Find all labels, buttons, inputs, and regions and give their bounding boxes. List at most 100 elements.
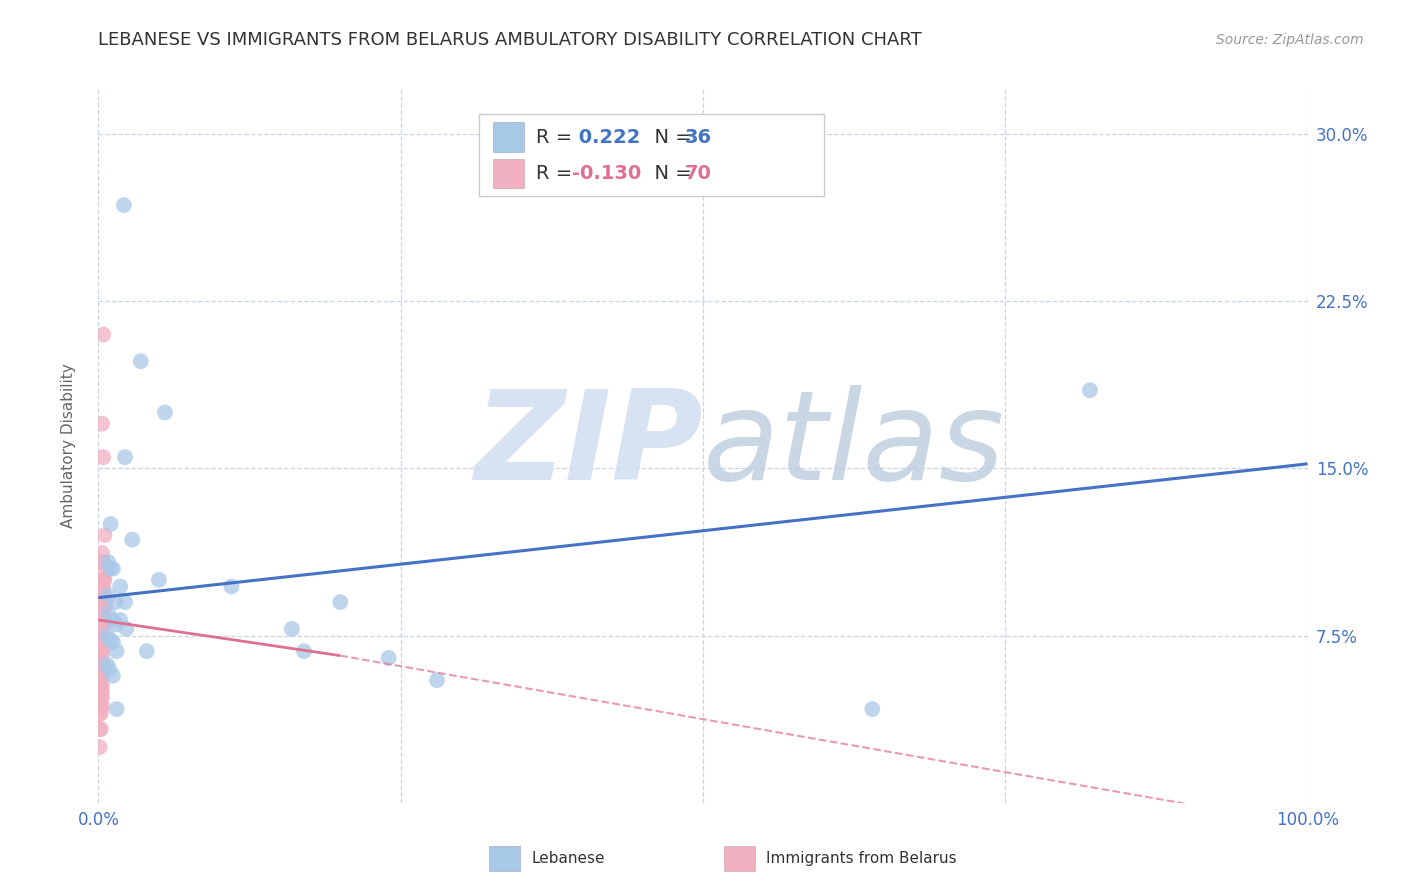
Point xyxy=(100,517,122,532)
Point xyxy=(91,417,114,431)
Text: N =: N = xyxy=(643,164,699,183)
Point xyxy=(121,533,143,547)
Point xyxy=(91,580,114,594)
Point xyxy=(91,690,114,705)
Point xyxy=(96,628,118,642)
Point xyxy=(98,662,121,676)
Point xyxy=(89,662,111,676)
Point xyxy=(89,669,111,683)
Point xyxy=(91,610,114,624)
Text: Source: ZipAtlas.com: Source: ZipAtlas.com xyxy=(1216,33,1364,47)
Point xyxy=(91,573,114,587)
Point xyxy=(94,595,117,609)
Point xyxy=(329,595,352,609)
Point xyxy=(91,624,114,639)
Point xyxy=(91,546,114,560)
Point xyxy=(105,617,128,632)
Point xyxy=(148,573,170,587)
Point xyxy=(93,573,115,587)
Point xyxy=(89,684,111,698)
Point xyxy=(90,646,112,660)
Point xyxy=(89,617,111,632)
Point xyxy=(89,706,111,721)
Text: N =: N = xyxy=(643,128,699,146)
Point xyxy=(91,602,114,616)
Point xyxy=(93,528,115,542)
Text: 36: 36 xyxy=(685,128,711,146)
Point xyxy=(91,595,114,609)
Point xyxy=(89,655,111,669)
Point xyxy=(89,646,111,660)
Point xyxy=(281,622,304,636)
Point xyxy=(90,655,112,669)
Point xyxy=(91,684,114,698)
Point xyxy=(91,617,114,632)
Point xyxy=(100,562,122,576)
Point xyxy=(153,405,176,420)
Point xyxy=(101,635,124,649)
Point xyxy=(377,651,399,665)
Text: LEBANESE VS IMMIGRANTS FROM BELARUS AMBULATORY DISABILITY CORRELATION CHART: LEBANESE VS IMMIGRANTS FROM BELARUS AMBU… xyxy=(98,31,922,49)
Point xyxy=(90,624,112,639)
Point xyxy=(97,607,120,621)
Text: ZIP: ZIP xyxy=(474,385,703,507)
Point xyxy=(91,450,114,465)
Point xyxy=(91,586,114,600)
Point xyxy=(90,617,112,632)
Point xyxy=(94,562,117,576)
Point xyxy=(91,633,114,648)
Point xyxy=(91,699,114,714)
Point xyxy=(91,573,114,587)
Point xyxy=(91,633,114,648)
Point xyxy=(90,586,112,600)
Point xyxy=(89,723,111,737)
Point xyxy=(104,595,127,609)
Point xyxy=(426,673,449,687)
Point xyxy=(97,589,120,603)
Point xyxy=(90,640,112,654)
Point xyxy=(91,640,114,654)
Text: 70: 70 xyxy=(685,164,711,183)
Point xyxy=(860,702,883,716)
Point xyxy=(91,586,114,600)
Point xyxy=(112,198,135,212)
Point xyxy=(91,617,114,632)
Point xyxy=(91,610,114,624)
Point xyxy=(89,699,111,714)
Point xyxy=(91,669,114,683)
Point xyxy=(292,644,315,658)
Point xyxy=(105,702,128,716)
Point xyxy=(90,706,112,721)
Point xyxy=(91,580,114,594)
Point xyxy=(114,595,136,609)
Point xyxy=(101,613,124,627)
Point xyxy=(90,723,112,737)
Point xyxy=(91,555,114,569)
Point xyxy=(91,678,114,692)
Point xyxy=(114,450,136,465)
Point xyxy=(89,624,111,639)
Point xyxy=(101,669,124,683)
Point xyxy=(91,595,114,609)
Point xyxy=(90,678,112,692)
Text: R =: R = xyxy=(536,128,578,146)
Point xyxy=(105,644,128,658)
Point xyxy=(129,354,152,368)
Point xyxy=(135,644,157,658)
Text: -0.130: -0.130 xyxy=(572,164,641,183)
Point xyxy=(91,327,114,342)
Point xyxy=(89,640,111,654)
Point xyxy=(115,622,138,636)
Point xyxy=(90,595,112,609)
Point xyxy=(90,690,112,705)
Point xyxy=(108,613,131,627)
Text: Immigrants from Belarus: Immigrants from Belarus xyxy=(766,851,957,865)
Point xyxy=(90,684,112,698)
Point xyxy=(90,555,112,569)
Point xyxy=(90,662,112,676)
Point xyxy=(96,657,118,672)
Point xyxy=(89,678,111,692)
Y-axis label: Ambulatory Disability: Ambulatory Disability xyxy=(62,364,76,528)
Point xyxy=(90,602,112,616)
Point xyxy=(1078,384,1101,398)
